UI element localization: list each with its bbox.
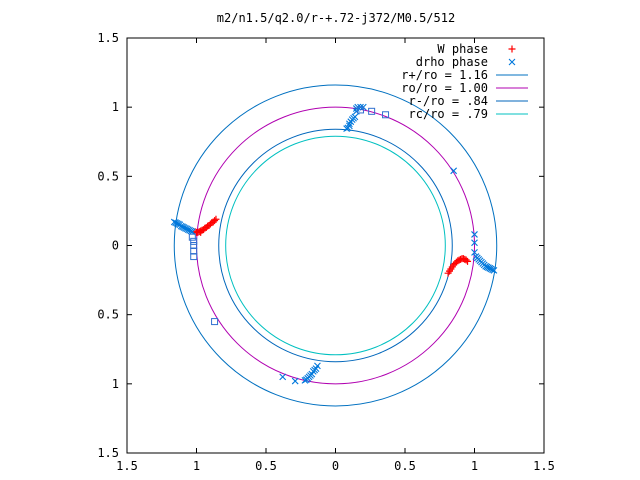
x-tick-label: 1	[193, 459, 200, 473]
x-tick-label: 1.5	[533, 459, 555, 473]
drho-phase-point	[343, 125, 351, 132]
legend-label: W phase	[437, 42, 488, 56]
drho-phase-point	[508, 58, 516, 66]
x-tick-label: 1.5	[116, 459, 138, 473]
w-phase-point	[197, 228, 205, 236]
drho-phase-point	[188, 228, 196, 236]
w-phase-point	[462, 256, 470, 264]
square-point	[357, 106, 365, 114]
square-point	[190, 253, 198, 261]
square-point	[190, 237, 198, 245]
y-tick-label: 0.5	[97, 169, 119, 183]
y-tick-label: 1	[112, 377, 119, 391]
chart-title: m2/n1.5/q2.0/r-+.72-j372/M0.5/512	[217, 11, 455, 25]
ring-circle-2	[196, 106, 475, 385]
x-tick-label: 1	[471, 459, 478, 473]
square-point	[188, 233, 196, 241]
x-tick-label: 0	[332, 459, 339, 473]
drho-phase-point	[450, 167, 458, 175]
y-tick-label: 1	[112, 100, 119, 114]
legend-label: rc/ro = .79	[409, 107, 488, 121]
w-phase-point	[464, 257, 472, 265]
drho-phase-point	[471, 239, 478, 247]
x-tick-label: 0.5	[394, 459, 416, 473]
ring-circle-1	[173, 84, 498, 407]
legend-label: ro/ro = 1.00	[401, 81, 488, 95]
square-point	[368, 107, 376, 115]
y-tick-label: 0	[112, 239, 119, 253]
drho-phase-point	[279, 373, 287, 381]
x-tick-label: 0.5	[255, 459, 277, 473]
w-phase-point	[508, 45, 516, 53]
drho-phase-point	[472, 253, 480, 260]
drho-phase-point	[471, 249, 478, 256]
legend-label: r+/ro = 1.16	[401, 68, 488, 82]
y-tick-label: 1.5	[97, 446, 119, 460]
drho-phase-point	[471, 231, 478, 238]
legend-label: drho phase	[416, 55, 488, 69]
square-point	[211, 318, 219, 326]
data-points	[170, 103, 498, 385]
axis-ticks: 1.5 1 0.5 0 0.5 1 1.51.510.500.511.5	[97, 31, 555, 473]
ring-curves	[173, 84, 498, 407]
drho-phase-point	[291, 377, 299, 385]
drho-phase-point	[346, 120, 353, 128]
drho-phase-point	[301, 376, 309, 384]
ring-circle-4	[225, 135, 446, 356]
y-tick-label: 1.5	[97, 31, 119, 45]
ring-circle-3	[218, 128, 453, 363]
y-tick-label: 0.5	[97, 308, 119, 322]
square-point	[382, 111, 390, 119]
legend-label: r-/ro = .84	[409, 94, 488, 108]
